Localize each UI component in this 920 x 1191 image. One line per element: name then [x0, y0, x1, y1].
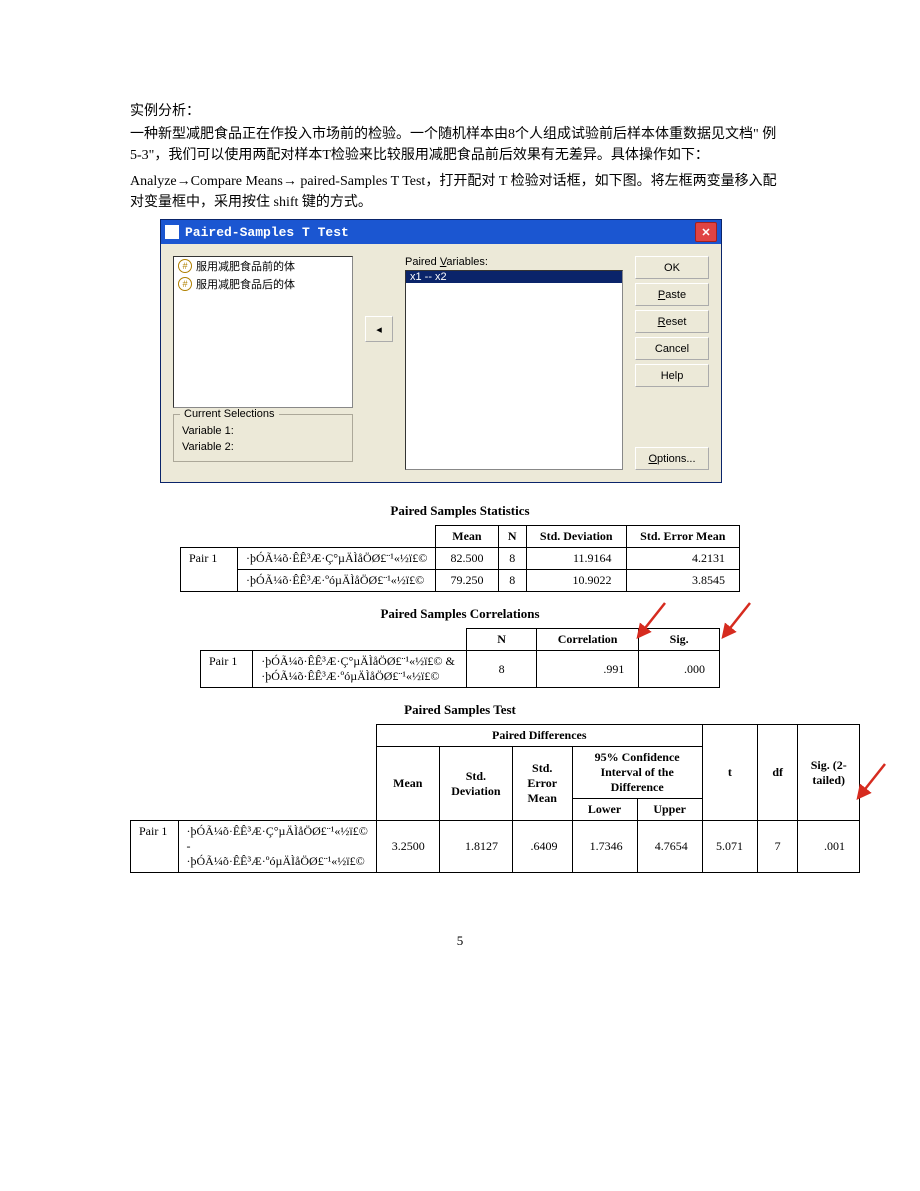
variable-icon: #: [178, 277, 192, 291]
paired-variables-label: Paired Variables:: [405, 256, 623, 268]
col-sem: Std. Error Mean: [626, 526, 739, 548]
col-lower: Lower: [572, 799, 637, 821]
row-label: ·þÓÃ¼õ·ÊÊ³Æ·Ç°µÄÌåÖØ£¨¹«½ï£© & ·þÓÃ¼õ·ÊÊ…: [253, 651, 467, 688]
col-sd: Std. Deviation: [439, 747, 512, 821]
source-variables-list[interactable]: # 服用减肥食品前的体 # 服用减肥食品后的体: [173, 256, 353, 408]
col-ci: 95% Confidence Interval of the Differenc…: [572, 747, 702, 799]
cell: 82.500: [436, 548, 498, 570]
cell: 11.9164: [526, 548, 626, 570]
arrow-icon: →: [283, 172, 297, 188]
col-mean: Mean: [436, 526, 498, 548]
options-button[interactable]: Options...: [635, 447, 709, 470]
pair-label: Pair 1: [181, 548, 238, 592]
paste-button[interactable]: Paste: [635, 283, 709, 306]
col-sd: Std. Deviation: [526, 526, 626, 548]
cell: .001: [798, 821, 860, 873]
paired-correlations-table: N Correlation Sig. Pair 1 ·þÓÃ¼õ·ÊÊ³Æ·Ç°…: [200, 628, 720, 688]
col-corr: Correlation: [536, 629, 639, 651]
cell: 4.7654: [637, 821, 702, 873]
paired-item[interactable]: x1 -- x2: [406, 271, 622, 283]
cell: 3.2500: [376, 821, 439, 873]
ok-button[interactable]: OK: [635, 256, 709, 279]
paragraph-2: Analyze→Compare Means→ paired-Samples T …: [130, 170, 790, 213]
list-item-label: 服用减肥食品前的体: [196, 258, 295, 274]
cell: 7: [757, 821, 797, 873]
cell: 4.2131: [626, 548, 739, 570]
paired-statistics-table: Mean N Std. Deviation Std. Error Mean Pa…: [180, 525, 740, 592]
col-upper: Upper: [637, 799, 702, 821]
row-label: ·þÓÃ¼õ·ÊÊ³Æ·Ç°µÄÌåÖØ£¨¹«½ï£©: [238, 548, 436, 570]
col-sig: Sig. (2-tailed): [798, 725, 860, 821]
current-selections-group: Current Selections Variable 1: Variable …: [173, 414, 353, 462]
paired-test-table: Paired Differences t df Sig. (2-tailed) …: [130, 724, 860, 873]
dialog-titlebar: Paired-Samples T Test ✕: [161, 220, 721, 244]
app-icon: [165, 225, 179, 239]
table-title-corr: Paired Samples Correlations: [130, 606, 790, 622]
col-df: df: [757, 725, 797, 821]
paired-variables-list[interactable]: x1 -- x2: [405, 270, 623, 470]
cell: 1.7346: [572, 821, 637, 873]
variable1-label: Variable 1:: [182, 425, 344, 437]
variable-icon: #: [178, 259, 192, 273]
close-icon[interactable]: ✕: [695, 222, 717, 242]
move-variable-button[interactable]: ◂: [365, 316, 393, 342]
col-mean: Mean: [376, 747, 439, 821]
col-sig: Sig.: [639, 629, 720, 651]
cell: 1.8127: [439, 821, 512, 873]
cell: .6409: [512, 821, 572, 873]
variable2-label: Variable 2:: [182, 441, 344, 453]
col-sem: Std. Error Mean: [512, 747, 572, 821]
chevron-left-icon: ◂: [376, 323, 382, 336]
cell: .991: [536, 651, 639, 688]
col-n: N: [498, 526, 526, 548]
paired-t-test-dialog: Paired-Samples T Test ✕ # 服用减肥食品前的体 # 服用减肥…: [160, 219, 722, 483]
help-button[interactable]: Help: [635, 364, 709, 387]
section-heading: 实例分析：: [130, 100, 790, 120]
page-number: 5: [130, 933, 790, 949]
table-title-test: Paired Samples Test: [130, 702, 790, 718]
row-label: ·þÓÃ¼õ·ÊÊ³Æ·ºóµÄÌåÖØ£¨¹«½ï£©: [238, 570, 436, 592]
arrow-icon: →: [177, 172, 191, 188]
cell: 3.8545: [626, 570, 739, 592]
col-t: t: [702, 725, 757, 821]
table-title-stats: Paired Samples Statistics: [130, 503, 790, 519]
cell: 79.250: [436, 570, 498, 592]
menu-path-1: Analyze: [130, 174, 177, 189]
pair-label: Pair 1: [201, 651, 253, 688]
list-item[interactable]: # 服用减肥食品后的体: [174, 275, 352, 293]
col-pd: Paired Differences: [376, 725, 702, 747]
cell: 5.071: [702, 821, 757, 873]
col-n: N: [467, 629, 536, 651]
cell: .000: [639, 651, 720, 688]
cell: 8: [467, 651, 536, 688]
reset-button[interactable]: Reset: [635, 310, 709, 333]
cancel-button[interactable]: Cancel: [635, 337, 709, 360]
cell: 8: [498, 548, 526, 570]
list-item[interactable]: # 服用减肥食品前的体: [174, 257, 352, 275]
cell: 8: [498, 570, 526, 592]
dialog-title: Paired-Samples T Test: [185, 225, 349, 240]
pair-label: Pair 1: [131, 821, 179, 873]
list-item-label: 服用减肥食品后的体: [196, 276, 295, 292]
menu-path-2: Compare Means: [191, 174, 283, 189]
cell: 10.9022: [526, 570, 626, 592]
paragraph-1: 一种新型减肥食品正在作投入市场前的检验。一个随机样本由8个人组成试验前后样本体重…: [130, 124, 790, 166]
group-legend: Current Selections: [180, 408, 279, 420]
row-label: ·þÓÃ¼õ·ÊÊ³Æ·Ç°µÄÌåÖØ£¨¹«½ï£© - ·þÓÃ¼õ·ÊÊ…: [178, 821, 376, 873]
